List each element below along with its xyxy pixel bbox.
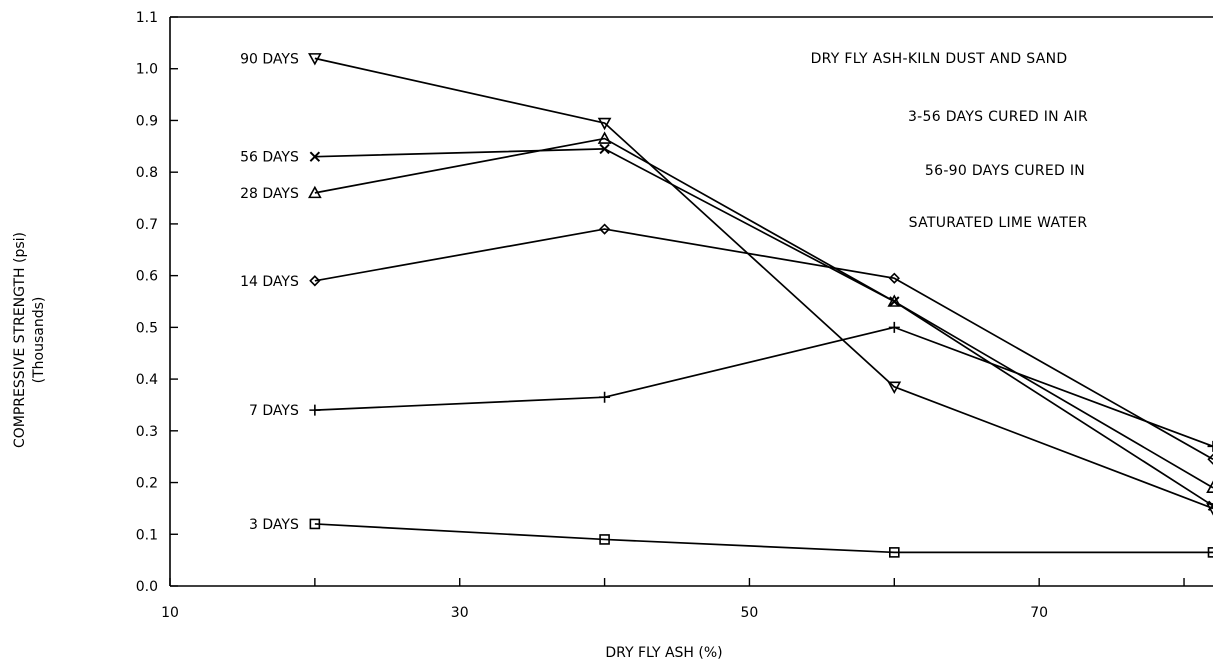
y-tick-label: 0.7 [136, 217, 158, 233]
annotation-text: 56-90 DAYS CURED IN [925, 163, 1085, 179]
annotation-text: SATURATED LIME WATER [909, 215, 1088, 231]
series-labels: 3 DAYS 7 DAYS 14 DAYS 28 DAYS 56 DAYS 90 DAYS [240, 51, 299, 533]
series-label: 3 DAYS [249, 517, 299, 533]
marker-square [1207, 547, 1213, 558]
marker-triangle-down [597, 117, 612, 131]
x-axis-title: DRY FLY ASH (%) [605, 645, 722, 661]
marker-diamond [598, 223, 611, 235]
series-line [314, 228, 1213, 461]
series-14-days [309, 223, 1213, 465]
marker-diamond [1207, 453, 1213, 465]
x-tick-label: 10 [161, 605, 179, 621]
marker-triangle-down [308, 53, 322, 66]
marker-triangle [308, 185, 322, 199]
annotation-text: DRY FLY ASH-KILN DUST AND SAND [811, 51, 1068, 67]
y-tick-label: 0.3 [136, 424, 158, 440]
series-line [314, 57, 1213, 510]
marker-plus [309, 404, 321, 416]
marker-triangle [1206, 480, 1213, 494]
marker-diamond [309, 275, 321, 287]
marker-square [309, 518, 321, 530]
series-3-days [309, 518, 1213, 558]
series-label: 28 DAYS [240, 186, 299, 202]
marker-plus [888, 321, 900, 333]
series-line [314, 148, 1213, 507]
y-tick-label: 0.0 [136, 579, 158, 595]
series-28-days [308, 131, 1213, 494]
marker-plus [599, 391, 611, 403]
axes [169, 16, 1213, 587]
series-label: 90 DAYS [240, 51, 299, 67]
x-tick-label: 50 [741, 605, 759, 621]
y-tick-label: 0.5 [136, 320, 158, 336]
y-tick-label: 0.6 [136, 269, 158, 285]
annotations: DRY FLY ASH-KILN DUST AND SAND 3-56 DAYS … [811, 51, 1088, 231]
y-tick-label: 0.2 [136, 476, 158, 492]
y-tick-label: 0.4 [136, 372, 158, 388]
series-56-days [309, 143, 1213, 512]
marker-x [599, 143, 610, 155]
series-label: 56 DAYS [240, 150, 299, 166]
marker-x [889, 296, 900, 307]
ticks: 0.0 0.1 0.2 0.3 0.4 0.5 0.6 0.7 0.8 0.9 1.0 1.1 10 30… [136, 10, 1185, 621]
marker-triangle [597, 131, 612, 144]
marker-diamond [888, 272, 900, 284]
x-tick-label: 30 [451, 605, 469, 621]
series-label: 14 DAYS [240, 274, 299, 290]
marker-square [889, 547, 900, 558]
series-line [314, 137, 1213, 489]
y-tick-label: 0.1 [136, 527, 158, 543]
y-axis-title: COMPRESSIVE STRENGTH (psi) [12, 232, 28, 448]
marker-x [309, 151, 321, 162]
series-line [314, 326, 1213, 448]
series-label: 7 DAYS [249, 403, 299, 419]
marker-plus [1207, 440, 1213, 452]
series-7-days [309, 321, 1213, 452]
series-line [314, 523, 1213, 554]
marker-triangle-down [887, 381, 902, 395]
series-group [308, 53, 1213, 558]
marker-square [599, 534, 610, 545]
x-tick-label: 70 [1030, 605, 1048, 621]
series-90-days [308, 53, 1213, 516]
y-tick-label: 0.9 [136, 113, 158, 129]
marker-triangle-down [1206, 503, 1213, 516]
y-tick-label: 1.1 [136, 10, 158, 26]
y-axis-subtitle: (Thousands) [31, 297, 47, 384]
y-tick-label: 1.0 [136, 62, 158, 78]
y-tick-label: 0.8 [136, 165, 158, 181]
annotation-text: 3-56 DAYS CURED IN AIR [908, 109, 1088, 125]
